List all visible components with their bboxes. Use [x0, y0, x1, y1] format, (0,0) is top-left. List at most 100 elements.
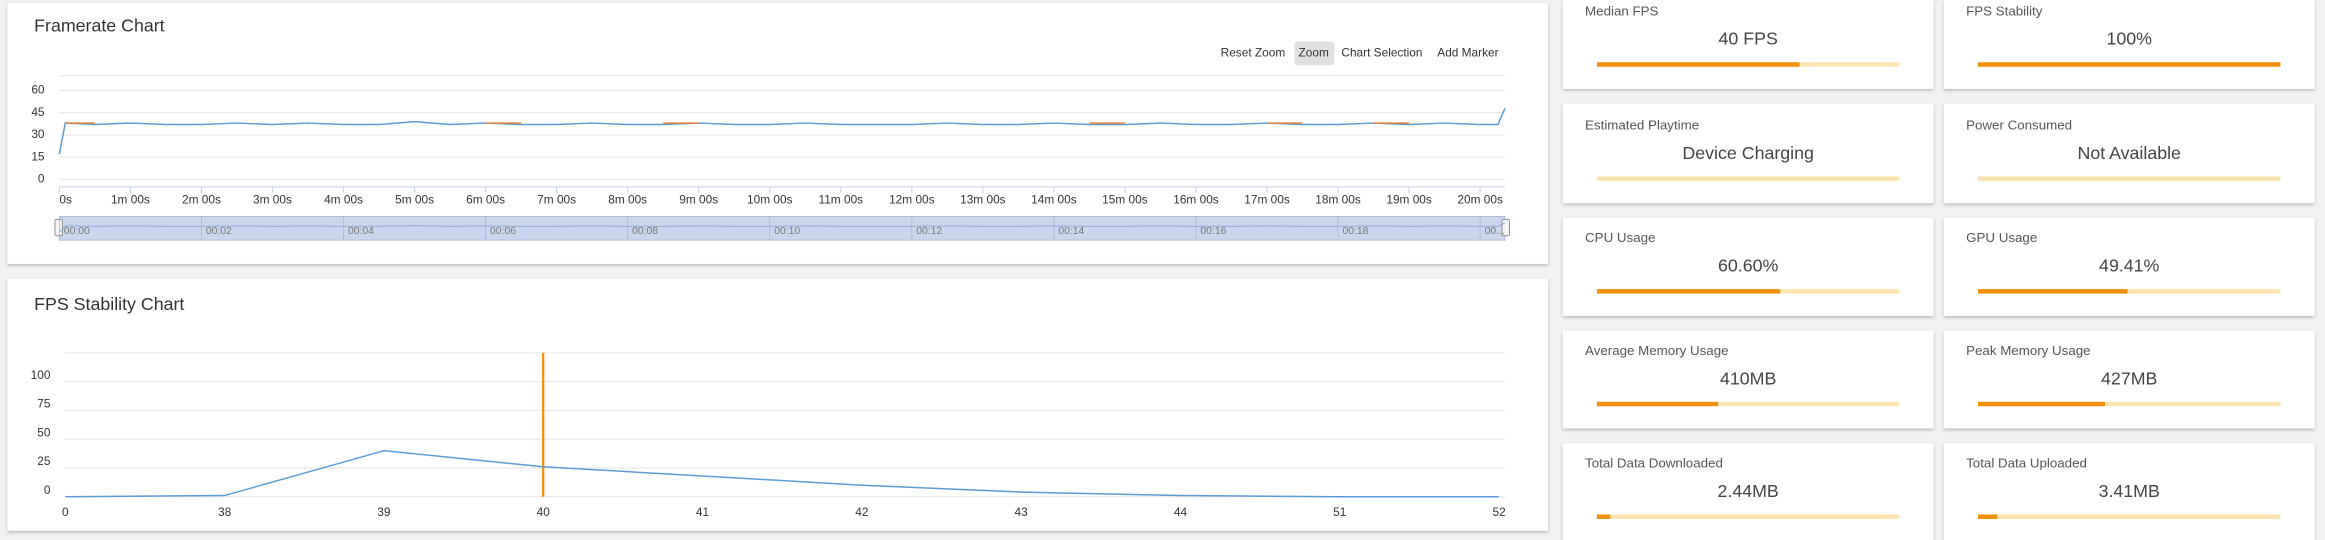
x-tick-label: 51 — [1333, 505, 1347, 519]
x-tick-label: 44 — [1174, 505, 1188, 519]
stat-card — [1943, 217, 2315, 316]
x-tick-label: 13m 00s — [960, 192, 1006, 206]
stat-card — [1943, 443, 2315, 540]
navigator-handle[interactable] — [54, 218, 63, 237]
x-tick-label: 38 — [218, 505, 232, 519]
stat-value: 410MB — [1720, 368, 1776, 388]
y-tick-label: 0 — [38, 172, 45, 186]
stat-label: Median FPS — [1585, 3, 1658, 18]
navigator-line — [59, 222, 1506, 233]
stat-card — [1562, 0, 1934, 89]
stat-label: Total Data Downloaded — [1585, 456, 1723, 471]
navigator-label: 00:08 — [632, 226, 658, 237]
x-tick-label: 43 — [1015, 505, 1029, 519]
x-tick-label: 52 — [1492, 505, 1505, 519]
navigator-label: 00... — [1485, 226, 1505, 237]
navigator-label: 00:06 — [490, 226, 516, 237]
progress-track — [1977, 176, 2281, 181]
fps-line — [58, 107, 1506, 155]
x-tick-label: 39 — [377, 505, 391, 519]
chart-button[interactable]: Add Marker — [1437, 46, 1498, 60]
y-tick-label: 0 — [44, 483, 51, 497]
progress-track — [1596, 514, 1900, 519]
progress-fill — [1977, 514, 1998, 519]
stat-card — [1562, 103, 1934, 204]
progress-track — [1977, 289, 2281, 294]
x-tick-label: 1m 00s — [111, 192, 150, 206]
stat-card — [1943, 0, 2315, 89]
stat-card — [1562, 443, 1934, 540]
x-tick-label: 11m 00s — [818, 192, 863, 206]
progress-track — [1977, 514, 2281, 519]
y-tick-label: 15 — [31, 149, 45, 163]
x-tick-label: 16m 00s — [1173, 192, 1219, 206]
x-tick-label: 40 — [537, 505, 551, 519]
x-tick-label: 12m 00s — [889, 192, 935, 206]
stat-value: 3.41MB — [2099, 481, 2160, 501]
progress-fill — [1596, 401, 1718, 407]
stat-label: GPU Usage — [1966, 230, 2037, 245]
progress-fill — [1977, 289, 2128, 294]
progress-fill — [1596, 62, 1800, 67]
progress-track — [1596, 401, 1900, 407]
x-tick-label: 9m 00s — [679, 192, 718, 206]
chart-button[interactable]: Reset Zoom — [1221, 46, 1286, 60]
x-tick-label: 17m 00s — [1244, 192, 1290, 206]
stat-label: Power Consumed — [1966, 118, 2072, 133]
x-tick-label: 19m 00s — [1386, 192, 1432, 206]
chart-button[interactable]: Zoom — [1299, 46, 1329, 60]
stat-label: Total Data Uploaded — [1966, 456, 2087, 471]
stability-line — [65, 449, 1500, 498]
progress-fill — [1977, 62, 2281, 67]
stat-label: Peak Memory Usage — [1966, 343, 2090, 358]
x-tick-label: 0 — [62, 505, 69, 519]
x-tick-label: 8m 00s — [608, 192, 647, 206]
stat-card — [1943, 103, 2315, 204]
navigator-label: 00:00 — [64, 226, 90, 237]
x-tick-label: 4m 00s — [324, 192, 363, 206]
stat-value: 427MB — [2101, 368, 2157, 388]
progress-track — [1977, 401, 2281, 407]
stat-card — [1943, 330, 2315, 429]
stat-card — [1562, 330, 1934, 429]
y-tick-label: 45 — [31, 105, 45, 119]
x-tick-label: 0s — [59, 192, 72, 206]
y-tick-label: 50 — [37, 425, 51, 439]
chart-button[interactable]: Chart Selection — [1341, 46, 1422, 60]
stat-value: 49.41% — [2099, 256, 2159, 276]
stat-label: CPU Usage — [1585, 230, 1655, 245]
navigator-label: 00:12 — [916, 226, 942, 237]
stat-label: Average Memory Usage — [1585, 343, 1728, 358]
card-title: Framerate Chart — [34, 15, 164, 35]
y-tick-label: 75 — [37, 397, 51, 411]
stat-value: 2.44MB — [1718, 481, 1779, 501]
x-tick-label: 2m 00s — [182, 192, 221, 206]
navigator-label: 00:02 — [206, 226, 232, 237]
stat-value: 40 FPS — [1719, 29, 1778, 49]
x-tick-label: 42 — [855, 505, 868, 519]
button-highlight — [1294, 41, 1335, 66]
progress-fill — [1977, 401, 2106, 407]
x-tick-label: 18m 00s — [1315, 192, 1361, 206]
progress-fill — [1596, 514, 1611, 519]
navigator-label: 00:14 — [1058, 226, 1084, 237]
navigator-label: 00:18 — [1343, 226, 1369, 237]
navigator-label: 00:10 — [774, 226, 800, 237]
stat-value: 100% — [2106, 29, 2152, 49]
x-tick-label: 20m 00s — [1457, 192, 1503, 206]
navigator-label: 00:16 — [1200, 226, 1226, 237]
progress-fill — [1596, 289, 1781, 294]
x-tick-label: 14m 00s — [1031, 192, 1077, 206]
x-tick-label: 10m 00s — [747, 192, 793, 206]
y-tick-label: 100 — [31, 368, 51, 382]
x-tick-label: 7m 00s — [537, 192, 576, 206]
stat-value: Not Available — [2077, 143, 2181, 163]
stat-label: FPS Stability — [1966, 3, 2043, 18]
navigator-label: 00:04 — [348, 226, 374, 237]
x-tick-label: 15m 00s — [1102, 192, 1148, 206]
stability-card — [7, 278, 1549, 531]
x-tick-label: 6m 00s — [466, 192, 505, 206]
x-tick-label: 41 — [696, 505, 710, 519]
